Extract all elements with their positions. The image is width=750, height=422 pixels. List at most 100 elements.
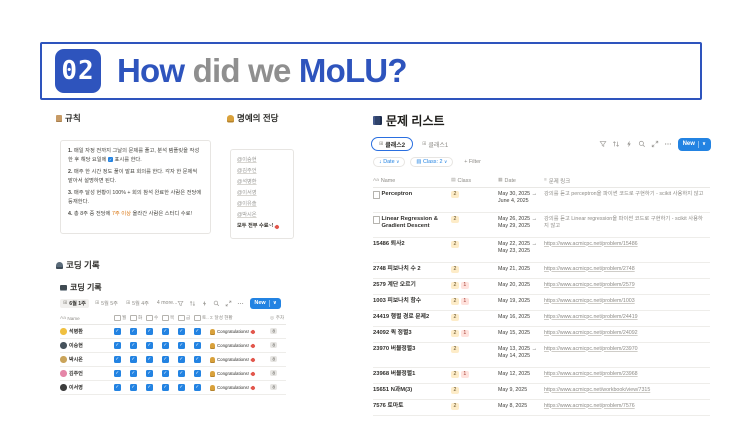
expand-icon[interactable]	[651, 140, 659, 148]
sort-chip[interactable]: ↓ Date ∨	[373, 157, 406, 167]
member-name-cell[interactable]: 이서영	[60, 384, 114, 391]
class-cell[interactable]: 2	[451, 215, 498, 223]
day-checkbox[interactable]: ✓	[194, 342, 201, 349]
sort-icon[interactable]	[189, 300, 196, 307]
member-name-cell[interactable]: 이승현	[60, 342, 114, 349]
week-cell[interactable]: 8	[270, 370, 290, 377]
class-filter-chip[interactable]: ▤ Class: 2 ∨	[410, 157, 454, 167]
day-checkbox[interactable]: ✓	[178, 328, 185, 335]
problem-name-cell[interactable]: 15486 퇴사2	[373, 241, 451, 249]
problem-name-cell[interactable]: 1003 피보나치 함수	[373, 298, 451, 306]
day-checkbox[interactable]: ✓	[146, 356, 153, 363]
add-filter-chip[interactable]: + Filter	[458, 157, 487, 167]
week-cell[interactable]: 8	[270, 342, 290, 349]
member-name-cell[interactable]: 김주언	[60, 370, 114, 377]
view-tab[interactable]: ⊞ 클래스2	[371, 137, 414, 151]
column-header-link[interactable]: ≡ 문제 링크	[544, 177, 710, 185]
day-checkbox[interactable]: ✓	[130, 384, 137, 391]
column-header-day[interactable]: 화	[130, 314, 146, 322]
hall-member[interactable]: @박시온	[237, 212, 257, 218]
hall-member[interactable]: @이승현	[237, 157, 257, 163]
problem-name-cell[interactable]: Linear Regression & Gradient Descent	[373, 216, 451, 231]
day-checkbox[interactable]: ✓	[162, 384, 169, 391]
column-header-week[interactable]: ◎ 주차	[270, 315, 290, 321]
date-cell[interactable]: May 30, 2025 → June 4, 2025	[498, 191, 544, 206]
date-cell[interactable]: May 12, 2025	[498, 371, 544, 378]
column-header-day[interactable]: 토..	[194, 314, 210, 322]
status-cell[interactable]: Congratulations!	[210, 328, 270, 335]
date-cell[interactable]: May 13, 2025 → May 14, 2025	[498, 346, 544, 361]
date-cell[interactable]: May 15, 2025	[498, 330, 544, 337]
sort-icon[interactable]	[612, 140, 620, 148]
link-cell[interactable]: https://www.acmicpc.net/problem/7576	[544, 402, 635, 409]
day-checkbox[interactable]: ✓	[114, 342, 121, 349]
column-header-date[interactable]: ▦ Date	[498, 178, 544, 184]
member-name-cell[interactable]: 박시온	[60, 356, 114, 363]
automation-icon[interactable]	[201, 300, 208, 307]
day-checkbox[interactable]: ✓	[178, 356, 185, 363]
hall-member[interactable]: @석병환	[237, 179, 257, 185]
class-cell[interactable]: 2	[451, 265, 498, 273]
date-cell[interactable]: May 22, 2025 → May 23, 2025	[498, 241, 544, 256]
link-cell[interactable]: https://www.acmicpc.net/problem/1003	[544, 297, 635, 304]
hall-member[interactable]: @김주언	[237, 168, 257, 174]
search-icon[interactable]	[213, 300, 220, 307]
problem-name-cell[interactable]: Perceptron	[373, 191, 451, 199]
day-checkbox[interactable]: ✓	[114, 370, 121, 377]
date-cell[interactable]: May 8, 2025	[498, 403, 544, 410]
link-cell[interactable]: 강의를 듣고 Linear regression을 파이썬 코드로 구현하기 -…	[544, 215, 703, 230]
column-header-name[interactable]: Aa Name	[60, 316, 114, 321]
class-cell[interactable]: 2	[451, 345, 498, 353]
day-checkbox[interactable]: ✓	[178, 370, 185, 377]
column-header-class[interactable]: ▤ Class	[451, 178, 498, 184]
date-cell[interactable]: May 9, 2025	[498, 387, 544, 394]
day-checkbox[interactable]: ✓	[114, 328, 121, 335]
member-name-cell[interactable]: 석병환	[60, 328, 114, 335]
day-checkbox[interactable]: ✓	[194, 370, 201, 377]
day-checkbox[interactable]: ✓	[114, 384, 121, 391]
problem-name-cell[interactable]: 24092 퀵 정렬3	[373, 330, 451, 338]
problem-name-cell[interactable]: 2748 피보나치 수 2	[373, 266, 451, 274]
problem-name-cell[interactable]: 23968 버블정렬1	[373, 371, 451, 379]
link-cell[interactable]: https://www.acmicpc.net/problem/2748	[544, 265, 635, 272]
week-cell[interactable]: 8	[270, 356, 290, 363]
hall-member[interactable]: @이유솔	[237, 201, 257, 207]
status-cell[interactable]: Congratulations!	[210, 384, 270, 391]
link-cell[interactable]: https://www.acmicpc.net/problem/24419	[544, 313, 638, 320]
view-tab[interactable]: ⊞ 6월 1주	[60, 298, 89, 308]
search-icon[interactable]	[638, 140, 646, 148]
problem-name-cell[interactable]: 24419 행렬 경로 문제2	[373, 314, 451, 322]
column-header-day[interactable]: 수	[146, 314, 162, 322]
link-cell[interactable]: https://www.acmicpc.net/problem/23968	[544, 370, 638, 377]
day-checkbox[interactable]: ✓	[178, 384, 185, 391]
problem-name-cell[interactable]: 23970 버블정렬3	[373, 346, 451, 354]
day-checkbox[interactable]: ✓	[194, 328, 201, 335]
class-cell[interactable]: 2	[451, 313, 498, 321]
column-header-day[interactable]: 목	[162, 314, 178, 322]
new-button[interactable]: New ∨	[250, 297, 281, 309]
date-cell[interactable]: May 16, 2025	[498, 314, 544, 321]
filter-icon[interactable]	[177, 300, 184, 307]
hall-member[interactable]: @이서영	[237, 190, 257, 196]
problem-name-cell[interactable]: 15651 N과M(3)	[373, 387, 451, 395]
view-tab[interactable]: ⊞ 5월 5주	[95, 300, 118, 307]
link-cell[interactable]: https://www.acmicpc.net/problem/23970	[544, 345, 638, 352]
day-checkbox[interactable]: ✓	[178, 342, 185, 349]
view-tab[interactable]: ⊞ 클래스1	[422, 140, 448, 149]
date-cell[interactable]: May 19, 2025	[498, 298, 544, 305]
week-cell[interactable]: 8	[270, 328, 290, 335]
day-checkbox[interactable]: ✓	[146, 370, 153, 377]
day-checkbox[interactable]: ✓	[130, 356, 137, 363]
day-checkbox[interactable]: ✓	[114, 356, 121, 363]
automation-icon[interactable]	[625, 140, 633, 148]
date-cell[interactable]: May 21, 2025	[498, 266, 544, 273]
link-cell[interactable]: https://www.acmicpc.net/problem/2579	[544, 281, 635, 288]
problem-name-cell[interactable]: 7576 토마토	[373, 403, 451, 411]
column-header-day[interactable]: 금	[178, 314, 194, 322]
status-cell[interactable]: Congratulations!	[210, 342, 270, 349]
new-button[interactable]: New ∨	[677, 137, 711, 151]
problem-name-cell[interactable]: 2579 계단 오르기	[373, 282, 451, 290]
expand-icon[interactable]	[225, 300, 232, 307]
